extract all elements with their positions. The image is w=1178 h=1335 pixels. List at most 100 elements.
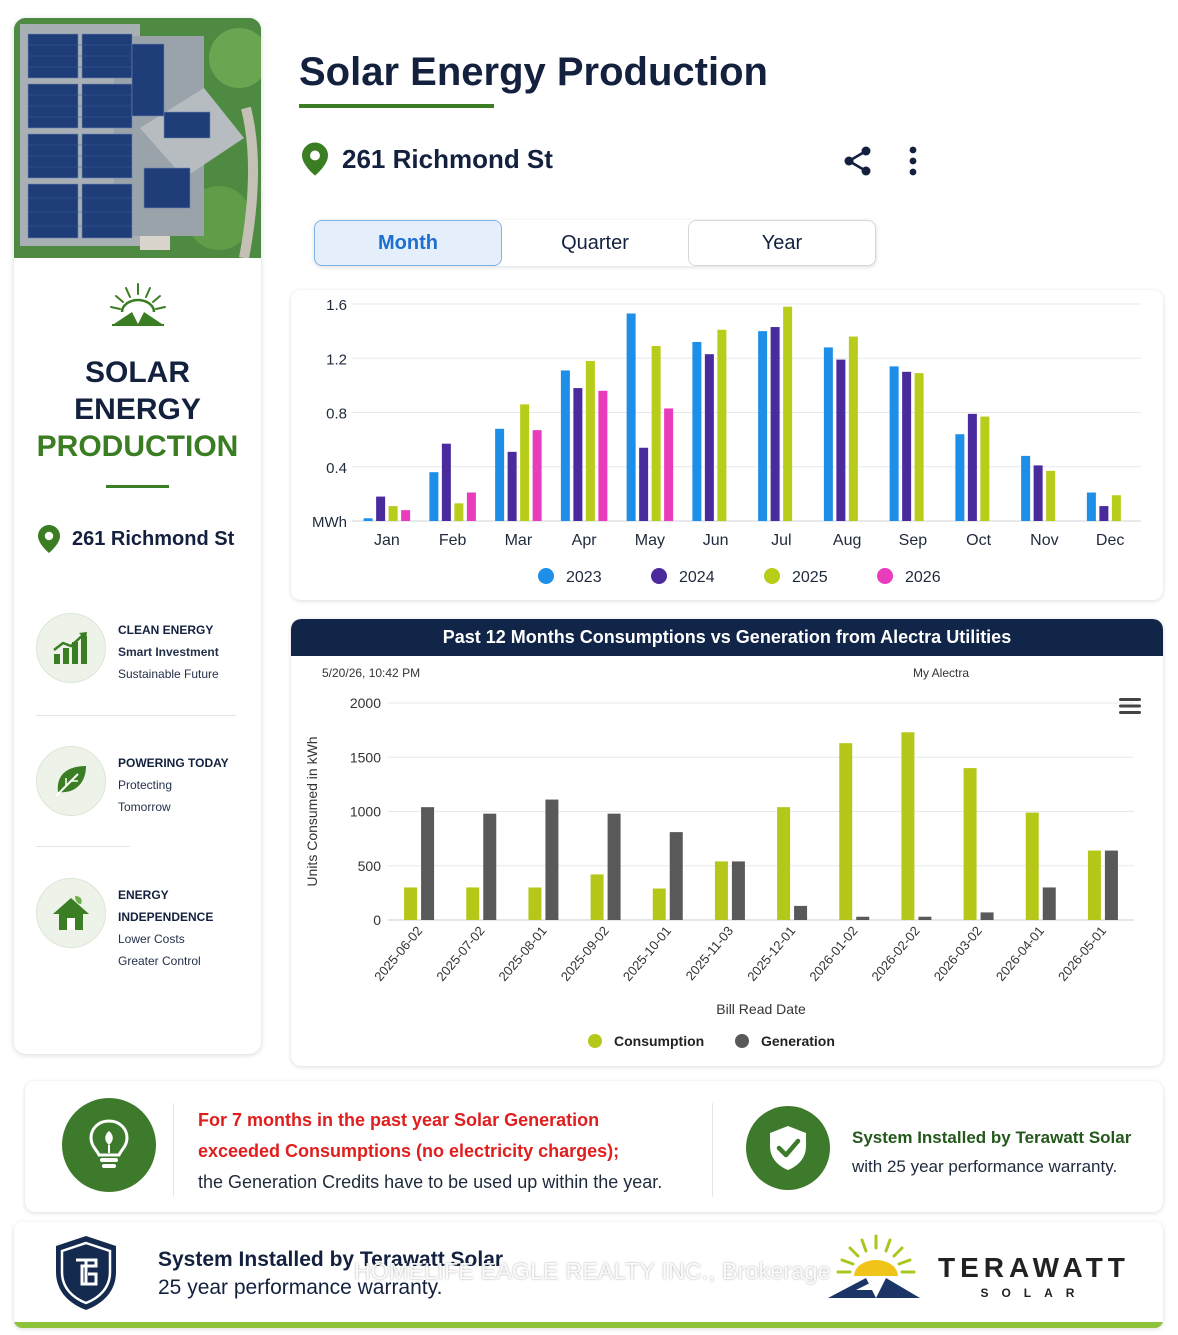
x-tick-label: 2025-06-02	[371, 923, 425, 984]
legend-label: 2023	[566, 569, 602, 586]
feature-line: Smart Investment	[118, 645, 219, 659]
bar-consumption	[528, 887, 542, 920]
x-tick-label: Mar	[505, 532, 533, 549]
more-options-button[interactable]	[898, 143, 928, 179]
bar-consumption	[839, 743, 853, 920]
footer-accent-bar	[14, 1322, 1163, 1328]
feature-clean-energy-text: CLEAN ENERGY Smart Investment Sustainabl…	[118, 613, 219, 685]
x-tick-label: Jan	[374, 532, 400, 549]
installer-warranty: with 25 year performance warranty.	[852, 1157, 1118, 1176]
x-tick-label: Dec	[1096, 532, 1124, 549]
bar-2024	[704, 354, 714, 521]
footer-line-1: System Installed by Terawatt Solar	[158, 1248, 504, 1271]
feature-heading: ENERGY	[118, 888, 169, 902]
bar-generation	[421, 807, 435, 920]
sidebar-title: SOLAR ENERGY PRODUCTION	[14, 354, 261, 465]
legend-marker	[651, 568, 667, 584]
legend-marker	[735, 1034, 749, 1048]
chart-timestamp: 5/20/26, 10:42 PM	[322, 666, 421, 680]
y-tick-label: 0	[373, 912, 381, 928]
y-axis-title: Units Consumed in kWh	[304, 736, 320, 886]
bar-generation	[483, 813, 497, 920]
bar-generation	[669, 832, 683, 920]
bar-2023	[692, 341, 702, 521]
bar-2024	[770, 327, 780, 521]
bar-consumption	[901, 732, 915, 920]
terawatt-sun-logo-icon	[826, 1232, 922, 1309]
bar-2025	[520, 404, 530, 521]
y-tick-label: MWh	[312, 514, 347, 531]
brokerage-watermark: HOMELIFE EAGLE REALTY INC., Brokerage	[354, 1258, 831, 1284]
bar-2026	[466, 492, 476, 521]
bar-generation	[856, 916, 870, 920]
info-divider	[712, 1103, 713, 1197]
leaf-icon	[36, 746, 106, 816]
x-tick-label: 2026-02-02	[868, 923, 922, 984]
bar-2023	[560, 370, 570, 521]
title-underline	[299, 104, 494, 108]
feature-powering-today-text: POWERING TODAY Protecting Tomorrow	[118, 746, 229, 818]
hamburger-icon	[1119, 698, 1141, 714]
legend-label: 2024	[679, 569, 715, 586]
y-tick-label: 2000	[350, 695, 381, 711]
tab-year[interactable]: Year	[688, 220, 876, 266]
y-tick-label: 0.4	[326, 460, 347, 477]
bar-generation	[1104, 850, 1118, 920]
sidebar-title-line-3: PRODUCTION	[36, 430, 239, 463]
x-tick-label: Nov	[1030, 532, 1058, 549]
share-icon	[844, 146, 871, 176]
vertical-dots-icon	[909, 146, 917, 176]
installer-info: System Installed by Terawatt Solar with …	[852, 1123, 1131, 1181]
sidebar-address-text: 261 Richmond St	[72, 527, 235, 550]
bar-consumption	[590, 874, 604, 920]
bar-consumption	[714, 861, 728, 920]
page-title: Solar Energy Production	[299, 50, 768, 94]
summary-highlight-line: exceeded Consumptions (no electricity ch…	[198, 1141, 620, 1161]
location-pin-icon	[302, 142, 328, 176]
rooftop-solar-photo	[14, 18, 261, 259]
x-tick-label: 2025-07-02	[433, 923, 487, 984]
feature-powering-today: POWERING TODAY Protecting Tomorrow	[36, 746, 229, 818]
bar-2024	[507, 451, 517, 521]
bar-2024	[1033, 465, 1043, 521]
x-tick-label: 2025-08-01	[495, 923, 549, 984]
sun-logo-icon	[108, 280, 168, 335]
tab-month[interactable]: Month	[314, 220, 502, 266]
x-tick-label: 2025-12-01	[744, 923, 798, 984]
legend-marker	[877, 568, 893, 584]
bar-2024	[902, 371, 912, 521]
chart-menu-button[interactable]	[1117, 695, 1143, 717]
consumption-generation-chart: 0 500 1000 1500 2000 Units Consumed in kWh 202…	[304, 695, 1134, 1049]
bar-consumption	[404, 887, 418, 920]
lightbulb-icon	[62, 1098, 156, 1192]
bar-2023	[363, 518, 373, 521]
bar-2025	[651, 346, 661, 521]
x-tick-label: 2026-01-02	[806, 923, 860, 984]
x-tick-label: 2025-10-01	[620, 923, 674, 984]
tab-quarter[interactable]: Quarter	[561, 231, 629, 254]
legend-label: 2026	[905, 569, 941, 586]
y-tick-label: 1.6	[326, 297, 347, 314]
share-button[interactable]	[840, 143, 876, 179]
feature-clean-energy: CLEAN ENERGY Smart Investment Sustainabl…	[36, 613, 219, 685]
footer-installer: System Installed by Terawatt Solar 25 ye…	[158, 1246, 503, 1302]
bar-consumption	[1087, 850, 1101, 920]
bar-2026	[664, 408, 674, 521]
bar-2026	[401, 510, 411, 521]
bar-2024	[639, 447, 649, 521]
feature-line: Greater Control	[118, 954, 201, 968]
installer-bold: System Installed by Terawatt Solar	[852, 1128, 1132, 1147]
info-band: For 7 months in the past year Solar Gene…	[25, 1081, 1163, 1212]
location-pin-icon	[38, 525, 60, 553]
bar-2024	[573, 388, 583, 521]
bar-consumption	[466, 887, 480, 920]
x-tick-label: 2026-05-01	[1055, 923, 1109, 984]
bar-2023	[758, 331, 768, 521]
bar-2024	[376, 496, 386, 521]
y-tick-label: 500	[358, 858, 382, 874]
legend-marker	[588, 1034, 602, 1048]
bar-2025	[980, 416, 990, 521]
sidebar-title-line-2: ENERGY	[74, 393, 201, 426]
period-tabs: Month Quarter Year	[314, 220, 876, 266]
bar-generation	[918, 916, 932, 920]
